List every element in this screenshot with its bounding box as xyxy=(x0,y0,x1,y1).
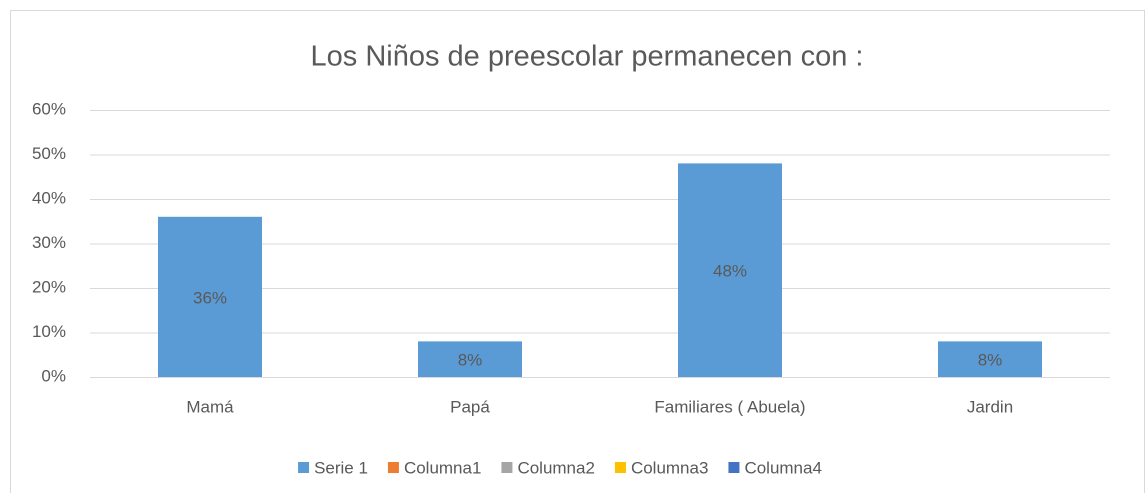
y-tick-label: 60% xyxy=(32,99,66,118)
legend-swatch xyxy=(501,462,513,473)
x-tick-label: Familiares ( Abuela) xyxy=(654,397,805,416)
bar xyxy=(678,163,782,377)
legend-label: Columna1 xyxy=(404,458,482,477)
y-tick-label: 30% xyxy=(32,233,66,252)
x-tick-label: Jardin xyxy=(967,397,1013,416)
data-label: 48% xyxy=(713,262,747,281)
legend-swatch xyxy=(614,462,626,473)
legend-label: Columna4 xyxy=(744,458,822,477)
legend-swatch xyxy=(298,462,310,473)
data-label: 36% xyxy=(193,288,227,307)
x-tick-label: Mamá xyxy=(186,397,234,416)
x-tick-label: Papá xyxy=(450,397,490,416)
legend-label: Columna3 xyxy=(631,458,709,477)
legend-label: Columna2 xyxy=(517,458,595,477)
data-label: 8% xyxy=(978,351,1003,370)
bar xyxy=(938,341,1042,377)
y-tick-label: 0% xyxy=(41,366,66,385)
legend-label: Serie 1 xyxy=(314,458,368,477)
legend-swatch xyxy=(728,462,740,473)
y-tick-label: 50% xyxy=(32,144,66,163)
y-tick-label: 40% xyxy=(32,188,66,207)
legend-swatch xyxy=(387,462,399,473)
y-tick-label: 10% xyxy=(32,322,66,341)
data-label: 8% xyxy=(458,351,483,370)
bar xyxy=(158,216,262,377)
chart-title: Los Niños de preescolar permanecen con : xyxy=(311,41,864,73)
bar xyxy=(418,341,522,377)
y-tick-label: 20% xyxy=(32,277,66,296)
